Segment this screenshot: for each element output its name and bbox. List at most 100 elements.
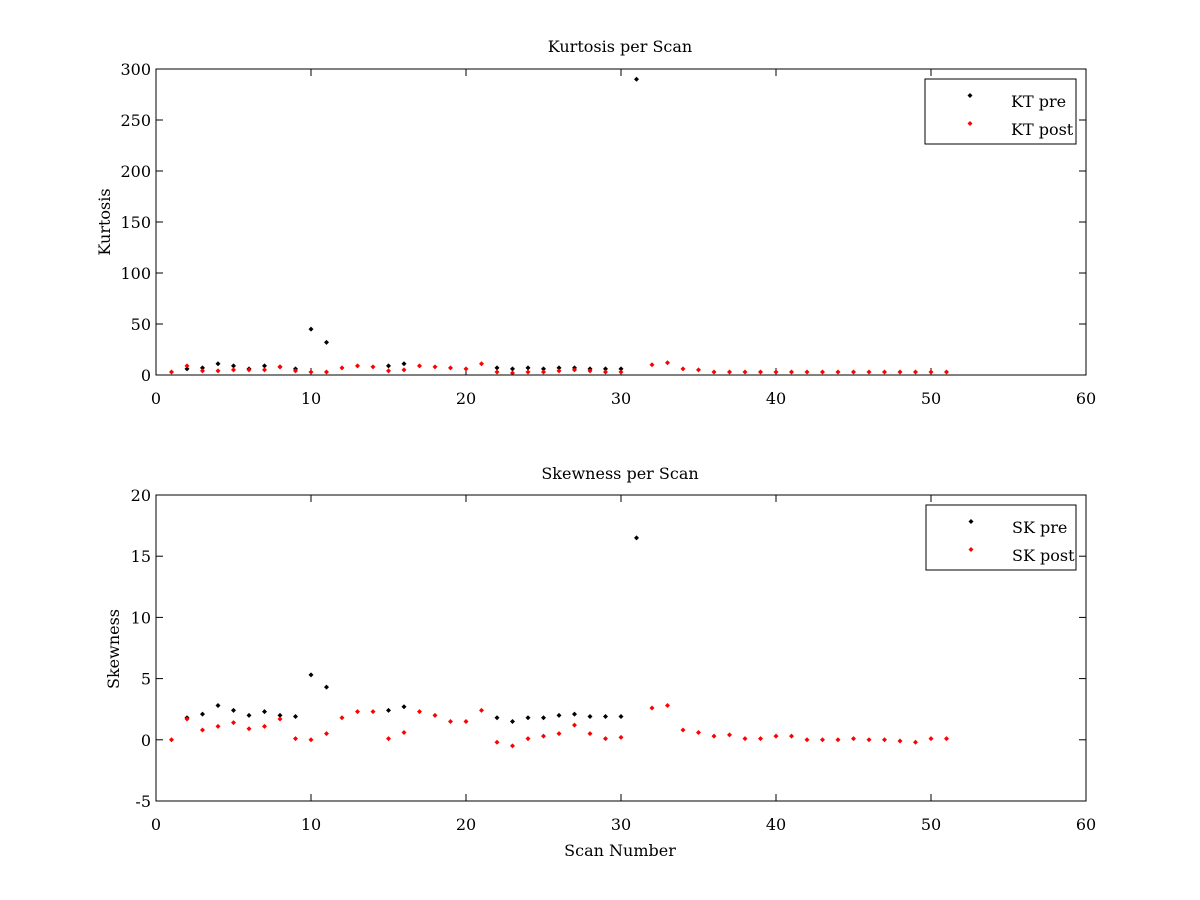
kurtosis-post-point bbox=[200, 368, 205, 374]
skewness-data-points bbox=[169, 535, 949, 749]
kurtosis-post-point bbox=[401, 367, 407, 373]
kurtosis-post-point bbox=[231, 367, 236, 373]
skewness-post-point bbox=[742, 736, 748, 742]
kurtosis-pre-point bbox=[231, 363, 236, 369]
kurtosis-x-tick-label: 0 bbox=[151, 389, 161, 408]
skewness-pre-point bbox=[603, 714, 608, 720]
skewness-legend-box bbox=[925, 504, 1077, 571]
kurtosis-post-point bbox=[820, 369, 825, 375]
kurtosis-post-point bbox=[355, 363, 360, 369]
kurtosis-legend-marker-post bbox=[967, 121, 973, 126]
skewness-x-tick-label: 50 bbox=[921, 815, 941, 834]
kurtosis-post-point bbox=[587, 368, 593, 374]
skewness-pre-point bbox=[572, 711, 577, 717]
skewness-y-tick-label: 0 bbox=[141, 731, 151, 750]
kurtosis-post-point bbox=[215, 368, 221, 374]
skewness-x-axis-label: Scan Number bbox=[564, 841, 676, 860]
skewness-post-point bbox=[231, 720, 236, 726]
skewness-pre-point bbox=[386, 707, 391, 713]
skewness-pre-point bbox=[308, 672, 314, 678]
kurtosis-pre-point bbox=[200, 365, 205, 371]
kurtosis-post-point bbox=[696, 367, 701, 373]
kurtosis-post-point bbox=[928, 369, 934, 375]
skewness-post-point bbox=[680, 727, 686, 733]
skewness-legend-label-pre: SK pre bbox=[1012, 518, 1067, 537]
skewness-pre-point bbox=[215, 703, 221, 709]
kurtosis-post-point bbox=[417, 363, 422, 369]
skewness-pre-point bbox=[324, 684, 329, 690]
skewness-post-point bbox=[882, 737, 887, 743]
kurtosis-data-points bbox=[169, 76, 949, 376]
skewness-post-point bbox=[324, 731, 329, 737]
skewness-post-point bbox=[603, 736, 608, 742]
kurtosis-x-tick-label: 40 bbox=[766, 389, 786, 408]
skewness-y-tick-label: 20 bbox=[131, 486, 151, 505]
kurtosis-pre-point bbox=[556, 365, 562, 371]
kurtosis-post-point bbox=[370, 364, 376, 370]
kurtosis-post-point bbox=[944, 369, 949, 375]
skewness-pre-point bbox=[541, 715, 546, 721]
skewness-pre-point bbox=[587, 714, 593, 720]
kurtosis-pre-point bbox=[494, 365, 500, 371]
skewness-post-point bbox=[913, 739, 918, 745]
kurtosis-post-point bbox=[866, 369, 872, 375]
kurtosis-legend: KT pre KT post bbox=[924, 78, 1077, 145]
skewness-x-tick-label: 0 bbox=[151, 815, 161, 834]
skewness-post-point bbox=[277, 716, 283, 722]
skewness-post-point bbox=[758, 736, 763, 742]
kurtosis-post-point bbox=[680, 366, 686, 372]
kurtosis-x-tick-label: 20 bbox=[456, 389, 476, 408]
skewness-pre-point bbox=[494, 715, 500, 721]
kurtosis-post-point bbox=[308, 369, 314, 375]
kurtosis-post-point bbox=[494, 369, 500, 375]
skewness-y-tick-label: -5 bbox=[135, 792, 151, 811]
kurtosis-post-point bbox=[665, 360, 670, 366]
kurtosis-pre-point bbox=[184, 366, 190, 372]
kurtosis-post-point bbox=[525, 369, 531, 375]
kurtosis-post-point bbox=[835, 369, 841, 375]
kurtosis-legend-box bbox=[924, 78, 1077, 145]
skewness-post-point bbox=[804, 737, 810, 743]
kurtosis-post-point bbox=[758, 369, 763, 375]
kurtosis-axes: 0 10 20 30 40 50 60 0 50 100 150 200 250 300 bbox=[120, 60, 1096, 408]
skewness-y-tick-label: 10 bbox=[131, 608, 151, 627]
kurtosis-y-tick-label: 250 bbox=[120, 111, 151, 130]
kurtosis-post-point bbox=[169, 369, 174, 375]
skewness-post-point bbox=[417, 709, 422, 715]
skewness-post-point bbox=[448, 718, 453, 724]
skewness-pre-point bbox=[277, 712, 283, 718]
skewness-pre-point bbox=[246, 712, 252, 718]
kurtosis-pre-point bbox=[401, 361, 407, 367]
skewness-x-tick-label: 10 bbox=[301, 815, 321, 834]
skewness-post-point bbox=[200, 727, 205, 733]
skewness-post-point bbox=[525, 736, 531, 742]
skewness-post-point bbox=[711, 733, 717, 739]
kurtosis-y-axis-label: Kurtosis bbox=[95, 188, 114, 255]
skewness-pre-point bbox=[200, 711, 205, 717]
kurtosis-post-point bbox=[510, 370, 515, 376]
kurtosis-x-tick-label: 30 bbox=[611, 389, 631, 408]
skewness-pre-point bbox=[634, 535, 639, 541]
skewness-legend-marker-pre bbox=[968, 519, 974, 524]
skewness-post-point bbox=[339, 715, 345, 721]
kurtosis-post-point bbox=[851, 369, 856, 375]
kurtosis-post-point bbox=[572, 367, 577, 373]
skewness-post-point bbox=[293, 736, 298, 742]
kurtosis-pre-point bbox=[324, 339, 329, 345]
skewness-legend: SK pre SK post bbox=[925, 504, 1077, 571]
kurtosis-pre-point bbox=[525, 365, 531, 371]
kurtosis-post-point bbox=[773, 369, 779, 375]
skewness-post-point bbox=[820, 737, 825, 743]
skewness-pre-point bbox=[293, 714, 298, 720]
skewness-post-point bbox=[727, 732, 732, 738]
skewness-post-point bbox=[479, 707, 484, 713]
skewness-pre-point bbox=[510, 718, 515, 724]
skewness-x-tick-label: 40 bbox=[766, 815, 786, 834]
kurtosis-post-point bbox=[184, 363, 190, 369]
kurtosis-legend-label-pre: KT pre bbox=[1011, 92, 1066, 111]
skewness-chart-title: Skewness per Scan bbox=[541, 464, 698, 483]
skewness-post-point bbox=[215, 723, 221, 729]
